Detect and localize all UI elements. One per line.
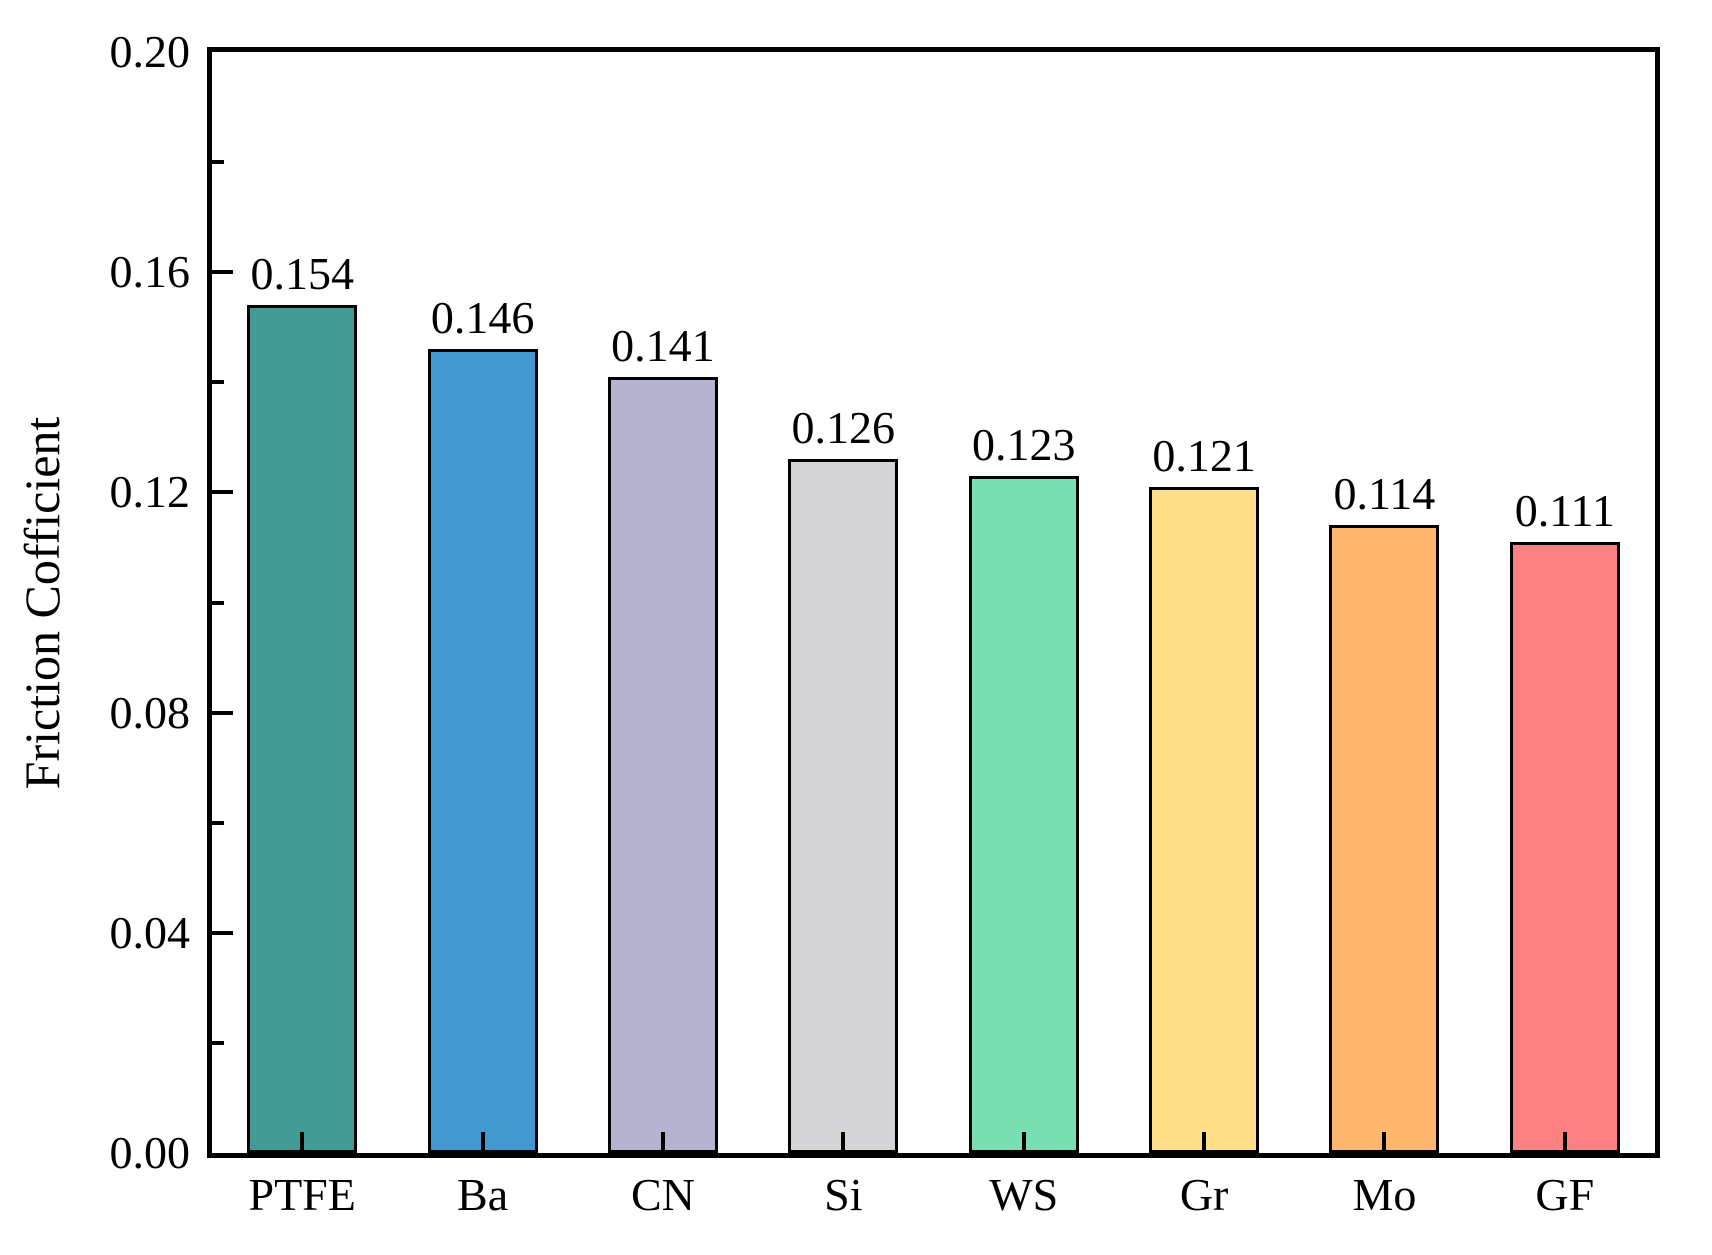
bar-value-label: 0.121 [1152,430,1256,481]
y-axis-minor-tick [212,160,224,165]
x-category-label: Ba [457,1169,509,1220]
y-axis-tick-label: 0.08 [109,686,191,738]
y-axis-tick-label: 0.04 [109,906,191,958]
x-category-label: WS [989,1169,1059,1220]
x-axis-tick [480,1132,485,1153]
bar-value-label: 0.154 [250,248,354,299]
y-axis-tick-label: 0.16 [109,246,191,298]
plot-area: 0.154 0.146 0.141 0.126 0.123 0.121 0.114 0.111 [212,52,1655,1153]
bar-value-label: 0.111 [1514,485,1615,536]
x-category-label: CN [630,1169,695,1220]
x-axis-tick [1562,1132,1567,1153]
x-axis-tick [841,1132,846,1153]
x-axis-tick [1382,1132,1387,1153]
x-axis-tick [1021,1132,1026,1153]
y-axis-minor-tick [212,1040,224,1045]
x-category-label: PTFE [248,1169,356,1220]
y-axis-minor-tick [212,820,224,825]
y-axis-tick-label: 0.12 [109,466,191,518]
y-axis-tick-label: 0.00 [109,1127,191,1178]
y-axis-major-tick [212,930,233,935]
bar-Ba [427,349,538,1153]
bar-Mo [1329,525,1440,1153]
y-axis-major-tick [212,490,233,495]
y-axis-major-tick [212,710,233,715]
y-axis-minor-tick [212,380,224,385]
bar-WS [968,476,1079,1153]
x-axis-tick [660,1132,665,1153]
y-axis-tick-label: 0.20 [109,26,191,77]
x-axis-tick [300,1132,305,1153]
x-category-label: Si [824,1169,863,1220]
x-category-label: Mo [1352,1169,1417,1220]
bar-GF [1509,542,1620,1153]
bar-value-label: 0.146 [430,292,535,343]
y-axis-major-tick [212,270,233,275]
bar-Si [788,459,899,1153]
x-category-label: Gr [1179,1169,1229,1220]
bar-PTFE [247,305,358,1153]
y-axis-minor-tick [212,600,224,605]
x-axis-tick [1202,1132,1207,1153]
bar-value-label: 0.114 [1333,468,1436,519]
bar-value-label: 0.141 [611,320,715,371]
bar-Gr [1149,487,1260,1153]
bar-value-label: 0.126 [791,402,896,453]
bar-value-label: 0.123 [971,419,1076,470]
x-category-label: GF [1535,1169,1595,1220]
bar-CN [607,377,718,1153]
plot-frame [207,47,1660,1158]
